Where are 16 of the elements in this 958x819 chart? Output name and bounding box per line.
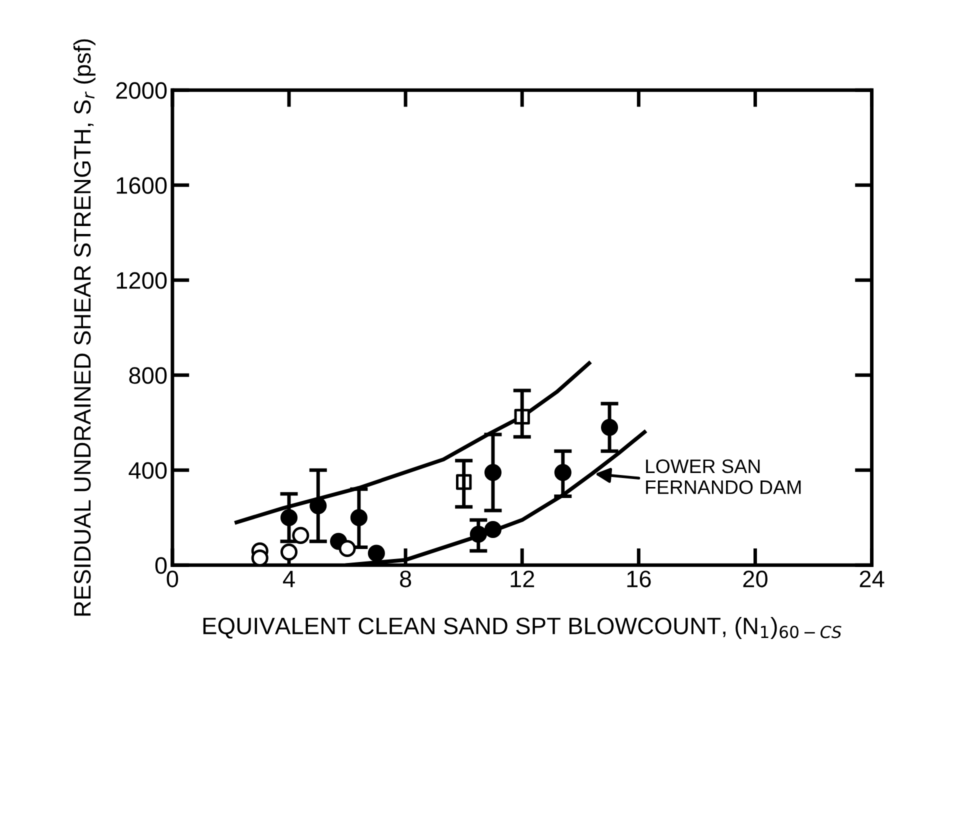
y-tick-label: 800 xyxy=(129,367,167,384)
y-tick-label: 1200 xyxy=(116,272,167,289)
y-tick-label: 0 xyxy=(155,557,167,574)
x-tick-label: 20 xyxy=(743,570,768,588)
x-tick-label: 8 xyxy=(400,570,412,588)
y-tick-label: 400 xyxy=(128,462,167,479)
x-tick-label: 16 xyxy=(627,570,651,588)
x-axis-title: EQUIVALENT CLEAN SAND SPT BLOWCOUNT, (N$_{1}$)$_{60−CS}$ xyxy=(203,616,842,639)
y-tick-label: 2000 xyxy=(116,82,167,99)
x-tick-label: 4 xyxy=(282,570,295,588)
x-tick-label: 0 xyxy=(166,570,178,588)
y-tick-label: 1600 xyxy=(116,177,167,194)
x-tick-label: 12 xyxy=(510,570,534,588)
x-tick-label: 24 xyxy=(860,570,884,588)
y-axis-title: RESIDUAL UNDRAINED SHEAR STRENGTH, S$_{r}$ (psf) xyxy=(73,39,96,616)
annotation: LOWER SAN FERNANDO DAM xyxy=(646,459,801,494)
